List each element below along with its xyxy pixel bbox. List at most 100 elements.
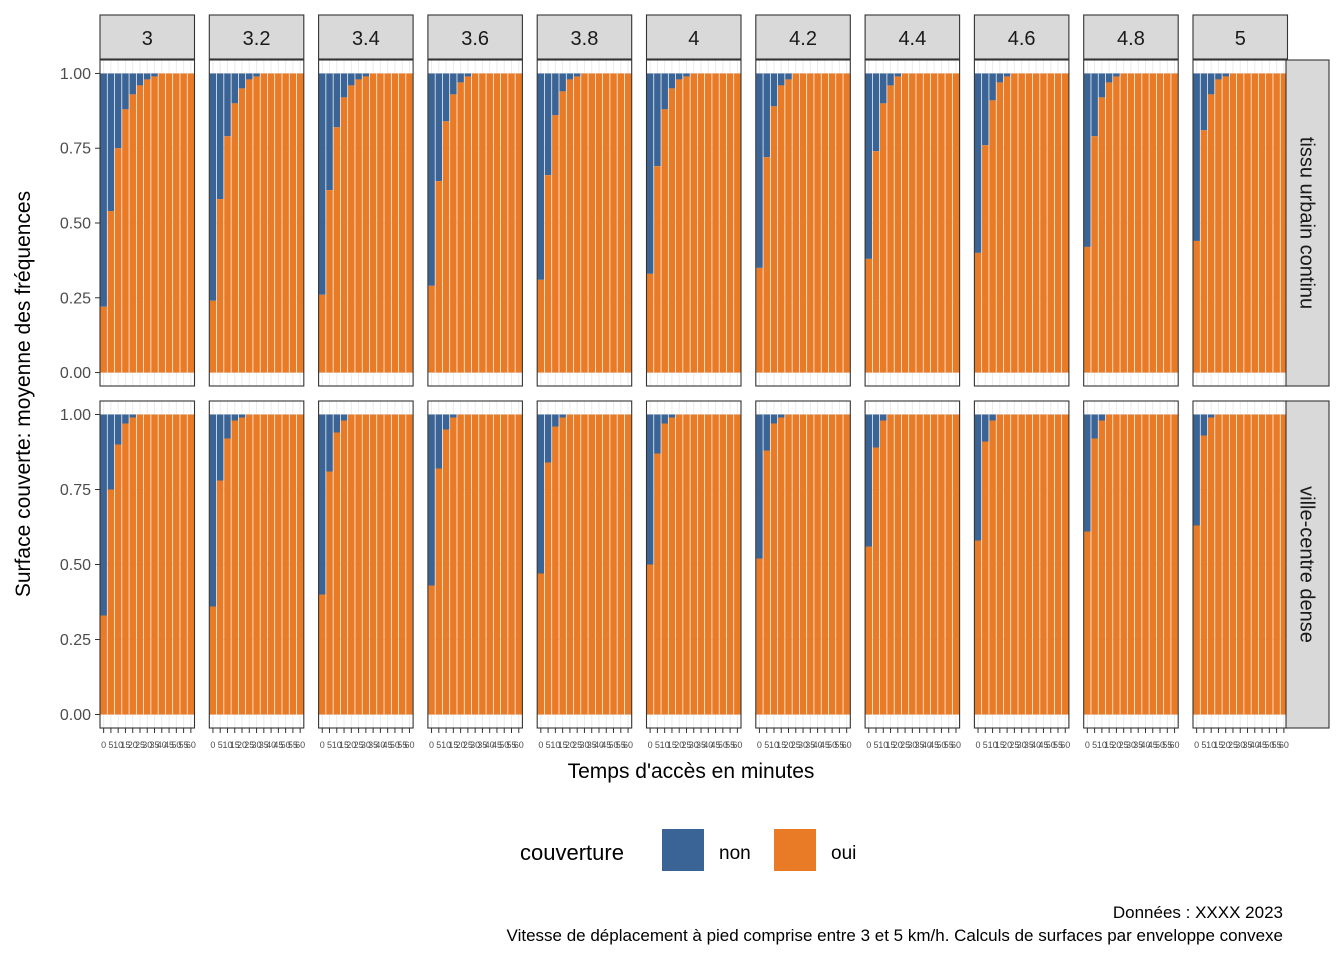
y-tick-label: 0.75: [60, 141, 91, 158]
bar-oui: [391, 73, 399, 373]
bar-oui: [471, 73, 479, 373]
bar-oui: [493, 414, 501, 715]
legend-label-oui: oui: [831, 843, 856, 864]
bar-oui: [690, 414, 698, 715]
bar-non: [544, 414, 552, 463]
bar-oui: [726, 414, 734, 715]
x-tick-label: 50: [499, 740, 509, 750]
bar-oui: [807, 73, 814, 373]
bar-oui: [362, 76, 370, 373]
strip-col-3: [427, 14, 523, 60]
x-tick-label: 10: [878, 740, 888, 750]
x-tick-label: 10: [769, 740, 779, 750]
bar-non: [114, 414, 122, 445]
y-tick-label: 0.00: [60, 707, 91, 724]
bar-oui: [923, 414, 931, 715]
bar-non: [326, 73, 333, 191]
bar-oui: [880, 420, 887, 715]
bar-non: [552, 414, 559, 427]
x-tick-label: 40: [813, 740, 823, 750]
bar-oui: [1164, 73, 1171, 373]
x-tick-label: 55: [288, 740, 298, 750]
bar-oui: [1098, 97, 1106, 373]
x-tick-label: 0: [210, 740, 215, 750]
bar-oui: [646, 564, 654, 715]
bar-non: [216, 73, 224, 200]
bar-oui: [661, 109, 668, 373]
bar-oui: [894, 414, 902, 715]
x-tick-label: 30: [142, 740, 152, 750]
bar-non: [865, 414, 873, 547]
panel-0-7: [864, 59, 961, 387]
bar-oui: [246, 79, 253, 373]
bar-oui: [1054, 73, 1062, 373]
x-tick-label: 25: [354, 740, 364, 750]
bar-oui: [282, 414, 289, 715]
bar-oui: [158, 73, 166, 373]
x-tick-label: 25: [1009, 740, 1019, 750]
bar-oui: [1061, 73, 1069, 373]
bar-oui: [719, 73, 727, 373]
bar-oui: [173, 414, 180, 715]
panel-border: [973, 59, 1070, 387]
bar-oui: [712, 73, 719, 373]
legend: couverture non oui: [520, 829, 856, 871]
bar-oui: [209, 300, 217, 373]
bar-oui: [785, 79, 792, 373]
x-tick-label: 5: [873, 740, 878, 750]
x-tick-label: 0: [1085, 740, 1090, 750]
bar-oui: [1025, 73, 1033, 373]
bar-oui: [705, 414, 712, 715]
bar-non: [683, 73, 690, 77]
x-tick-label: 50: [1264, 740, 1274, 750]
x-tick-label: 60: [186, 740, 196, 750]
x-tick-label: 50: [1046, 740, 1056, 750]
x-tick-label: 5: [327, 740, 332, 750]
panel-1-0: [99, 400, 196, 729]
bar-oui: [595, 414, 603, 715]
bar-non: [996, 73, 1004, 83]
x-tick-label: 40: [703, 740, 713, 750]
bar-oui: [602, 414, 610, 715]
bar-oui: [552, 115, 559, 373]
strip-label-col-7: 4.4: [898, 28, 926, 50]
bar-oui: [296, 73, 304, 373]
legend-label-non: non: [719, 843, 751, 864]
bar-oui: [1127, 414, 1135, 715]
bar-oui: [122, 423, 129, 715]
bar-non: [318, 414, 326, 595]
bar-non: [1200, 414, 1208, 436]
bar-non: [675, 73, 683, 80]
bar-oui: [901, 414, 909, 715]
panel-border: [864, 59, 961, 387]
bar-oui: [224, 438, 231, 715]
bar-non: [333, 73, 341, 128]
bar-oui: [435, 468, 443, 715]
bar-oui: [479, 414, 486, 715]
x-tick-label: 30: [1235, 740, 1245, 750]
panel-0-3: [427, 59, 523, 387]
bar-oui: [1236, 414, 1244, 715]
bar-oui: [136, 414, 144, 715]
bar-non: [646, 414, 654, 565]
bar-oui: [1047, 414, 1054, 715]
bar-oui: [1215, 79, 1222, 373]
bar-oui: [1273, 414, 1280, 715]
bar-non: [231, 414, 239, 421]
bar-oui: [100, 306, 107, 373]
bar-oui: [369, 414, 377, 715]
bar-oui: [260, 73, 268, 373]
x-tick-label: 35: [1133, 740, 1143, 750]
x-tick-label: 10: [660, 740, 670, 750]
bar-oui: [1273, 73, 1280, 373]
bar-oui: [872, 447, 880, 715]
x-tick-label: 35: [368, 740, 378, 750]
bar-non: [1098, 414, 1106, 421]
x-tick-label: 55: [944, 740, 954, 750]
bar-oui: [500, 414, 508, 715]
panel-border: [1083, 59, 1179, 387]
bar-oui: [989, 100, 996, 373]
x-tick-label: 40: [1140, 740, 1150, 750]
